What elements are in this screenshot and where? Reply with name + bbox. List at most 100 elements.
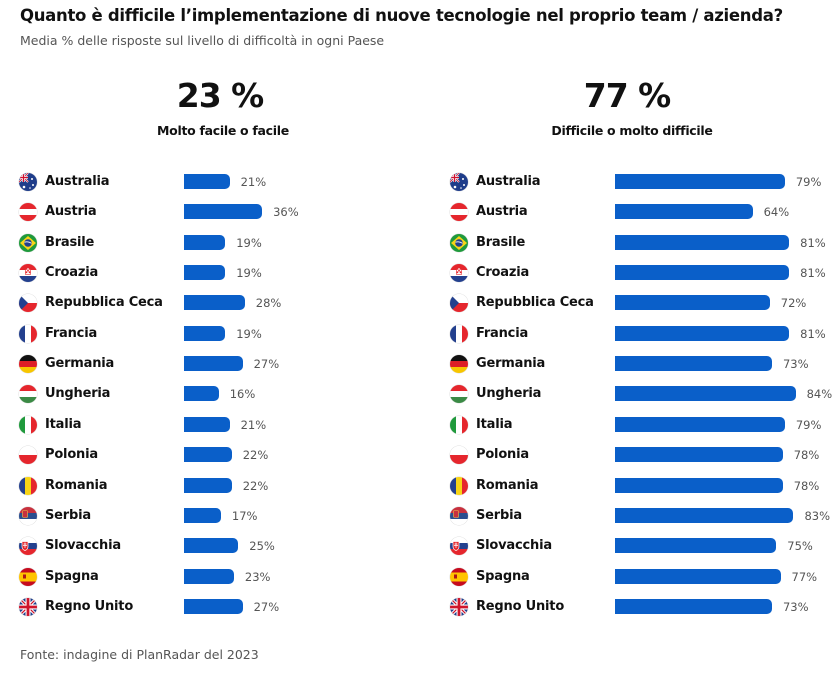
difficult-row-austria: Austria 64% xyxy=(450,200,839,224)
difficult-row-australia: Australia 79% xyxy=(450,170,839,194)
easy-value-label-spagna: 23% xyxy=(244,569,271,584)
austria-flag-icon xyxy=(450,203,468,222)
easy-row-francia: Francia 19% xyxy=(19,322,419,346)
source-note: Fonte: indagine di PlanRadar del 2023 xyxy=(20,647,259,662)
country-name: Slovacchia xyxy=(45,538,121,554)
difficult-bar-australia xyxy=(615,174,785,189)
hungary-flag-icon xyxy=(450,385,468,404)
romania-flag-icon xyxy=(19,476,37,495)
brazil-flag-icon xyxy=(19,233,37,252)
easy-total-label: Molto facile o facile xyxy=(157,123,289,138)
easy-value-label-germania: 27% xyxy=(253,357,280,372)
easy-bar-slovacchia xyxy=(184,538,239,554)
difficult-row-serbia: Serbia 83% xyxy=(450,504,839,528)
country-name: Croazia xyxy=(45,265,99,281)
serbia-flag-icon xyxy=(19,506,37,525)
easy-bar-brasile xyxy=(184,234,226,250)
difficult-row-ungheria: Ungheria 84% xyxy=(450,382,839,406)
country-name: Italia xyxy=(476,416,513,432)
italy-flag-icon xyxy=(19,415,37,434)
italy-flag-icon xyxy=(450,415,468,434)
difficult-value-label-germania: 73% xyxy=(782,357,809,372)
country-name: Ungheria xyxy=(45,386,111,402)
difficult-value-label-ungheria: 84% xyxy=(806,387,833,402)
difficult-row-slovacchia: Slovacchia 75% xyxy=(450,534,839,558)
difficult-bar-germania xyxy=(615,356,772,372)
difficult-row-brasile: Brasile 81% xyxy=(450,231,839,255)
country-name: Spagna xyxy=(45,568,99,584)
czech-flag-icon xyxy=(19,294,37,313)
easy-bar-germania xyxy=(184,356,243,372)
country-name: Austria xyxy=(45,204,97,220)
difficult-value-label-francia: 81% xyxy=(800,326,826,341)
difficult-row-polonia: Polonia 78% xyxy=(450,443,839,467)
difficult-value-label-romania: 78% xyxy=(793,478,820,493)
easy-value-label-repubblica-ceca: 28% xyxy=(255,296,282,311)
difficult-value-label-brasile: 81% xyxy=(800,235,826,250)
easy-row-croazia: Croazia 19% xyxy=(19,261,419,285)
hungary-flag-icon xyxy=(19,385,37,404)
country-name: Regno Unito xyxy=(45,598,134,614)
austria-flag-icon xyxy=(19,203,37,222)
easy-value-label-slovacchia: 25% xyxy=(249,539,275,554)
country-name: Germania xyxy=(476,356,546,372)
serbia-flag-icon xyxy=(450,506,468,525)
poland-flag-icon xyxy=(19,446,37,465)
difficult-value-label-regno-unito: 73% xyxy=(782,599,809,614)
difficult-total-label: Difficile o molto difficile xyxy=(551,123,713,138)
easy-value-label-italia: 21% xyxy=(240,417,267,432)
easy-bar-croazia xyxy=(184,265,226,281)
difficult-row-spagna: Spagna 77% xyxy=(450,565,839,589)
easy-row-germania: Germania 27% xyxy=(19,352,419,376)
croatia-flag-icon xyxy=(450,264,468,283)
easy-row-regno-unito: Regno Unito 27% xyxy=(19,595,419,619)
easy-value-label-romania: 22% xyxy=(242,478,269,493)
easy-row-spagna: Spagna 23% xyxy=(19,565,419,589)
czech-flag-icon xyxy=(450,294,468,313)
chart-subtitle: Media % delle risposte sul livello di di… xyxy=(20,33,385,48)
easy-value-label-polonia: 22% xyxy=(242,448,269,463)
country-name: Francia xyxy=(476,325,529,341)
difficult-value-label-austria: 64% xyxy=(763,205,790,220)
easy-bar-austria xyxy=(184,204,263,220)
easy-row-ungheria: Ungheria 16% xyxy=(19,382,419,406)
difficult-row-romania: Romania 78% xyxy=(450,474,839,498)
difficult-total-value: 77 % xyxy=(583,76,671,115)
country-name: Repubblica Ceca xyxy=(45,295,163,311)
difficult-bar-slovacchia xyxy=(615,538,777,554)
difficult-row-repubblica-ceca: Repubblica Ceca 72% xyxy=(450,291,839,315)
country-name: Repubblica Ceca xyxy=(476,295,594,311)
easy-row-romania: Romania 22% xyxy=(19,474,419,498)
easy-bar-serbia xyxy=(184,507,221,523)
country-name: Francia xyxy=(45,325,98,341)
difficult-bar-brasile xyxy=(615,234,790,250)
easy-value-label-francia: 19% xyxy=(236,326,262,341)
brazil-flag-icon xyxy=(450,233,468,252)
easy-bar-romania xyxy=(184,477,232,493)
country-name: Croazia xyxy=(476,265,530,281)
uk-flag-icon xyxy=(19,597,37,616)
country-name: Polonia xyxy=(476,447,529,463)
difficult-row-croazia: Croazia 81% xyxy=(450,261,839,285)
easy-total-value: 23 % xyxy=(176,76,264,115)
difficult-bar-repubblica-ceca xyxy=(615,295,770,311)
spain-flag-icon xyxy=(19,567,37,586)
easy-row-italia: Italia 21% xyxy=(19,413,419,437)
difficult-bar-ungheria xyxy=(615,386,796,402)
easy-row-repubblica-ceca: Repubblica Ceca 28% xyxy=(19,291,419,315)
difficult-value-label-australia: 79% xyxy=(795,175,822,189)
difficult-value-label-spagna: 77% xyxy=(791,569,818,584)
easy-value-label-ungheria: 16% xyxy=(229,387,256,402)
easy-value-label-serbia: 17% xyxy=(231,508,258,523)
germany-flag-icon xyxy=(450,355,468,374)
easy-value-label-regno-unito: 27% xyxy=(253,599,280,614)
slovakia-flag-icon xyxy=(19,537,37,556)
difficult-bar-regno-unito xyxy=(615,598,772,614)
easy-bar-regno-unito xyxy=(184,598,243,614)
easy-row-austria: Austria 36% xyxy=(19,200,419,224)
country-name: Romania xyxy=(476,477,539,493)
country-name: Brasile xyxy=(45,234,95,250)
country-name: Serbia xyxy=(45,507,91,523)
difficult-bar-italia xyxy=(615,416,785,432)
easy-value-label-austria: 36% xyxy=(273,205,299,220)
